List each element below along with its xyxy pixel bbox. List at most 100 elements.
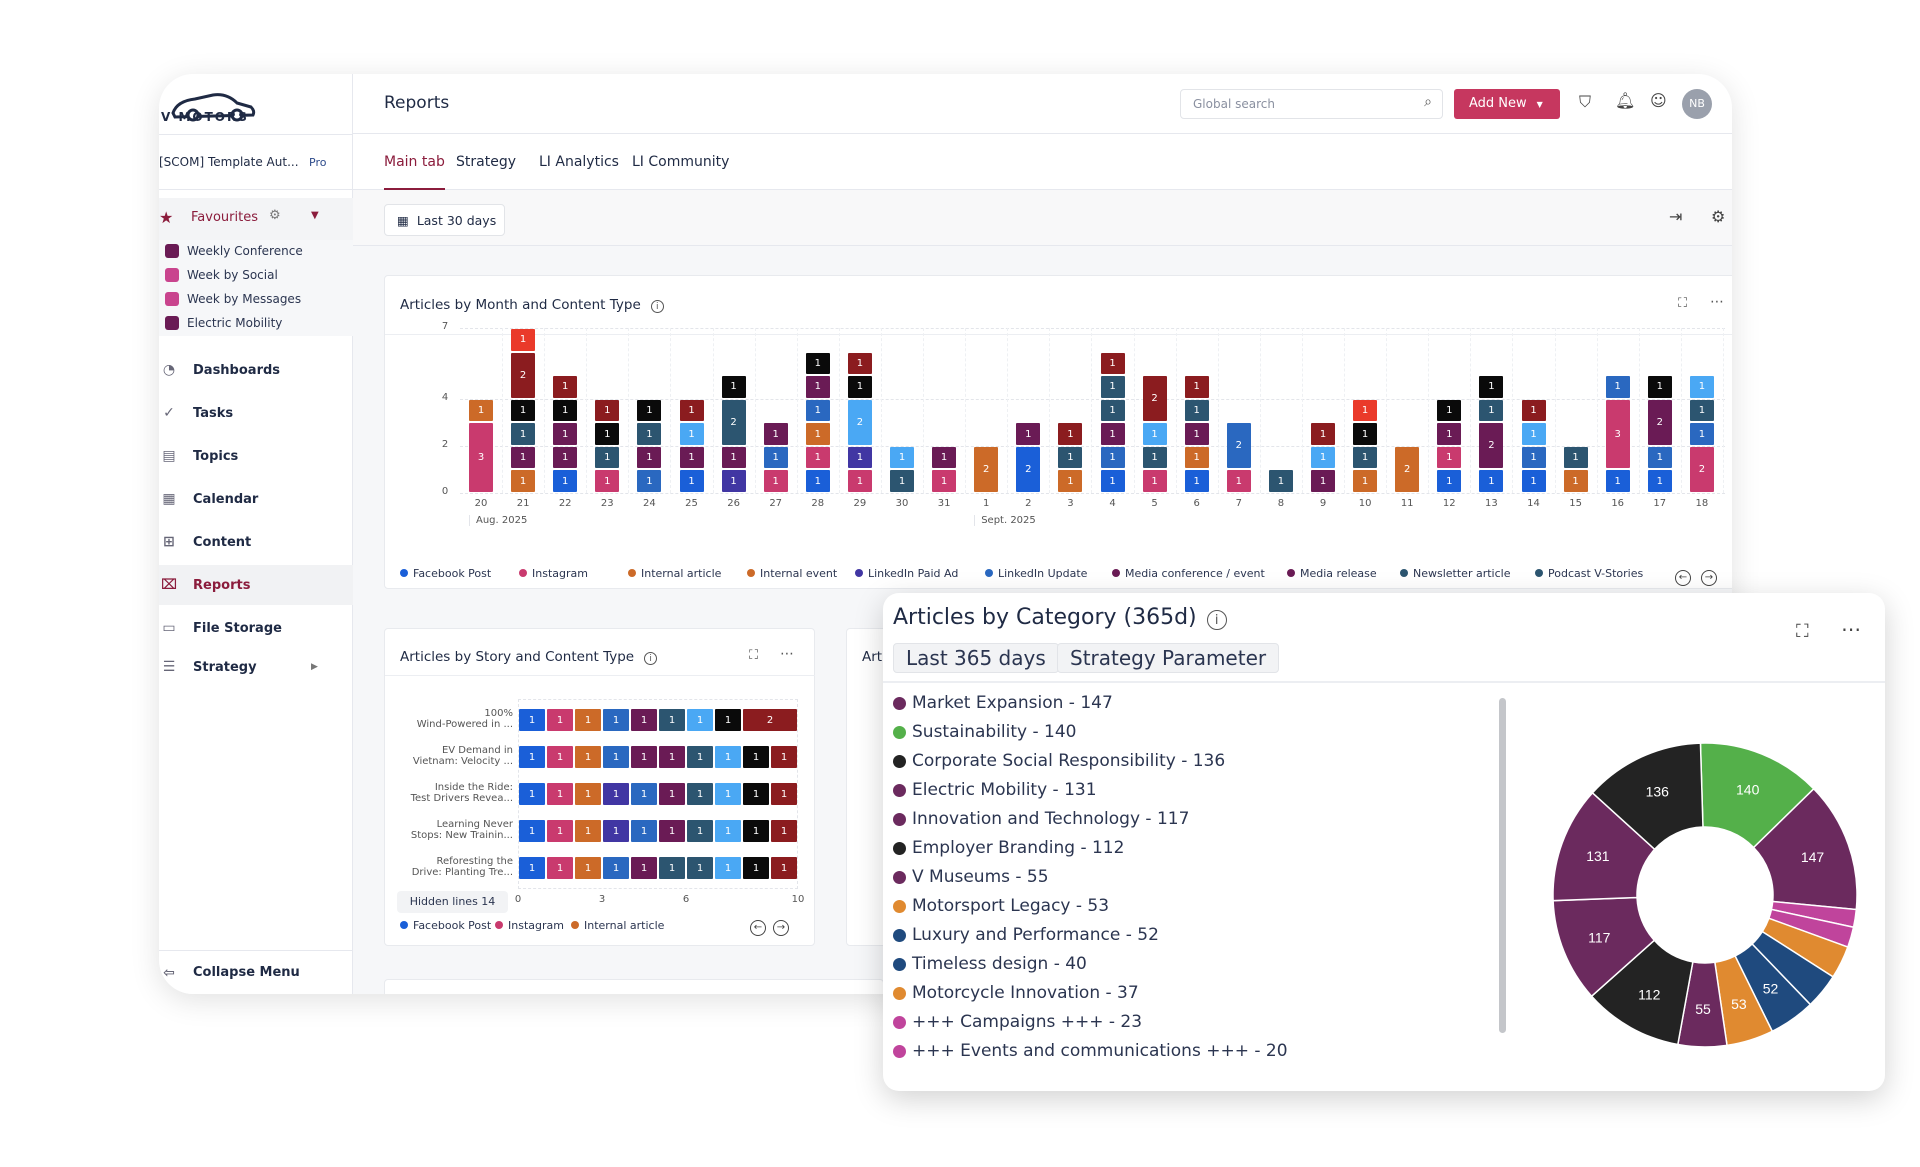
export-icon[interactable]: ⇥ — [1669, 207, 1683, 226]
legend-prev-button[interactable]: ← — [1675, 565, 1691, 586]
bar-segment[interactable]: 1 — [659, 746, 685, 768]
bar-segment[interactable]: 2 — [1142, 376, 1167, 422]
sidebar-item-calendar[interactable]: ▦ Calendar — [159, 479, 353, 519]
bar-segment[interactable]: 1 — [519, 820, 545, 842]
bar-segment[interactable]: 1 — [1521, 423, 1546, 445]
bar-segment[interactable]: 1 — [847, 352, 872, 375]
bar-segment[interactable]: 2 — [1016, 446, 1041, 492]
bar-segment[interactable]: 1 — [595, 446, 620, 469]
bar-segment[interactable]: 2 — [1689, 446, 1714, 492]
bar-segment[interactable]: 1 — [1142, 470, 1167, 492]
collapse-menu-button[interactable]: ⇦ Collapse Menu — [159, 950, 353, 994]
sidebar-item-content[interactable]: ⊞ Content — [159, 522, 353, 562]
bar-segment[interactable]: 1 — [1479, 399, 1504, 422]
bar-segment[interactable]: 1 — [721, 470, 746, 492]
bar-segment[interactable]: 1 — [805, 399, 830, 422]
bar-segment[interactable]: 1 — [519, 783, 545, 805]
legend-prev-button[interactable]: ← — [750, 915, 766, 936]
more-options-icon[interactable]: ⋯ — [1710, 294, 1724, 310]
bar-segment[interactable]: 1 — [847, 470, 872, 492]
legend-item[interactable]: Facebook Post — [400, 919, 491, 932]
bar-segment[interactable]: 1 — [1100, 423, 1125, 445]
bar-segment[interactable]: 1 — [595, 399, 620, 422]
bar-segment[interactable]: 1 — [1100, 376, 1125, 398]
bar-segment[interactable]: 1 — [553, 470, 578, 492]
bar-segment[interactable]: 1 — [1647, 470, 1672, 492]
bar-segment[interactable]: 1 — [637, 423, 662, 445]
bar-segment[interactable]: 1 — [1437, 446, 1462, 469]
tab-li-community[interactable]: LI Community — [632, 154, 730, 170]
bar-segment[interactable]: 1 — [679, 423, 704, 445]
bar-segment[interactable]: 1 — [679, 446, 704, 469]
bar-segment[interactable]: 1 — [1689, 399, 1714, 422]
search-icon[interactable]: ⌕ — [1424, 94, 1432, 110]
bar-segment[interactable]: 1 — [631, 783, 657, 805]
sidebar-item-tasks[interactable]: ✓ Tasks — [159, 393, 353, 433]
bar-segment[interactable]: 1 — [805, 423, 830, 445]
bar-segment[interactable]: 1 — [687, 857, 713, 879]
tab-li-analytics[interactable]: LI Analytics — [539, 154, 619, 170]
bar-segment[interactable]: 1 — [715, 783, 741, 805]
info-icon[interactable]: i — [644, 652, 658, 665]
fullscreen-icon[interactable]: ⛶ — [1678, 296, 1688, 311]
bar-segment[interactable]: 1 — [511, 399, 536, 422]
bar-segment[interactable]: 1 — [631, 746, 657, 768]
bar-segment[interactable]: 1 — [1437, 470, 1462, 492]
bar-segment[interactable]: 1 — [519, 857, 545, 879]
fullscreen-icon[interactable]: ⛶ — [1796, 621, 1809, 642]
bar-segment[interactable]: 1 — [659, 857, 685, 879]
bar-segment[interactable]: 1 — [1605, 470, 1630, 492]
legend-item[interactable]: Podcast V-Stories — [1535, 567, 1643, 580]
bar-segment[interactable]: 1 — [603, 857, 629, 879]
favourite-item[interactable]: Week by Messages — [165, 292, 301, 306]
bar-segment[interactable]: 1 — [575, 746, 601, 768]
workspace-switcher[interactable]: [SCOM] Template Aut... Pro — [159, 134, 353, 190]
bar-segment[interactable]: 1 — [715, 746, 741, 768]
legend-item[interactable]: Internal article — [628, 567, 721, 580]
avatar[interactable]: NB — [1682, 89, 1712, 119]
bar-segment[interactable]: 1 — [679, 399, 704, 422]
bar-segment[interactable]: 1 — [1311, 446, 1335, 469]
more-options-icon[interactable]: ⋯ — [780, 646, 794, 662]
bar-segment[interactable]: 1 — [595, 423, 620, 445]
category-legend-item[interactable]: Motorsport Legacy - 53 — [893, 896, 1109, 916]
bar-segment[interactable]: 1 — [1311, 470, 1335, 492]
bar-segment[interactable]: 1 — [771, 857, 797, 879]
bar-segment[interactable]: 1 — [547, 783, 573, 805]
bar-segment[interactable]: 1 — [687, 709, 713, 731]
bar-segment[interactable]: 1 — [519, 746, 545, 768]
info-icon[interactable]: i — [1206, 610, 1227, 630]
bar-segment[interactable]: 1 — [721, 376, 746, 398]
donut-slice[interactable] — [1591, 742, 1704, 851]
bar-segment[interactable]: 1 — [1184, 399, 1209, 422]
bar-segment[interactable]: 1 — [1353, 399, 1378, 422]
hidden-lines-toggle[interactable]: Hidden lines 14 — [397, 891, 508, 913]
bar-segment[interactable]: 1 — [1521, 446, 1546, 469]
bar-segment[interactable]: 1 — [575, 820, 601, 842]
bar-segment[interactable]: 1 — [553, 446, 578, 469]
bar-segment[interactable]: 1 — [1437, 423, 1462, 445]
strategy-parameter-chip[interactable]: Strategy Parameter — [1057, 643, 1280, 673]
bar-segment[interactable]: 1 — [847, 446, 872, 469]
favourite-item[interactable]: Week by Social — [165, 268, 278, 282]
bar-segment[interactable]: 2 — [721, 399, 746, 445]
bar-segment[interactable]: 1 — [1647, 446, 1672, 469]
category-legend-item[interactable]: Innovation and Technology - 117 — [893, 809, 1189, 829]
tab-main[interactable]: Main tab — [384, 154, 445, 190]
settings-gear-icon[interactable]: ⚙ — [1711, 207, 1726, 226]
bar-segment[interactable]: 1 — [603, 709, 629, 731]
bar-segment[interactable]: 1 — [511, 470, 536, 492]
more-options-icon[interactable]: ⋯ — [1841, 617, 1861, 641]
category-legend-item[interactable]: Sustainability - 140 — [893, 722, 1077, 742]
support-agent-icon[interactable]: ☺ — [1650, 91, 1667, 110]
bar-segment[interactable]: 1 — [469, 399, 493, 422]
bar-segment[interactable]: 1 — [743, 746, 769, 768]
bar-segment[interactable]: 1 — [1058, 446, 1083, 469]
legend-item[interactable]: LinkedIn Update — [985, 567, 1087, 580]
legend-item[interactable]: Internal event — [747, 567, 837, 580]
sidebar-item-strategy[interactable]: ☰ Strategy ▶ — [159, 647, 353, 687]
date-filter-button[interactable]: ▦ Last 30 days — [384, 204, 505, 236]
bar-segment[interactable]: 1 — [932, 446, 957, 469]
caret-down-icon[interactable]: ▼ — [311, 210, 319, 221]
bar-segment[interactable]: 1 — [1437, 399, 1462, 422]
